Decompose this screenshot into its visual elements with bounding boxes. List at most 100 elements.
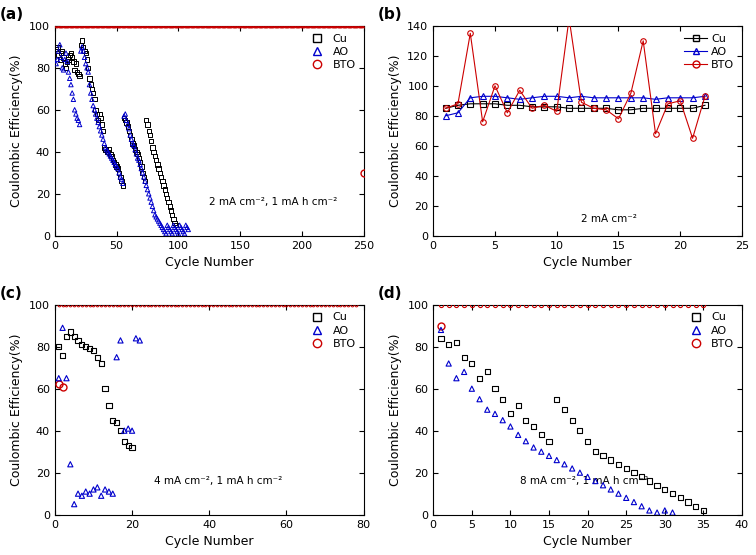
Point xyxy=(82,63,94,72)
Point xyxy=(651,481,663,490)
Point xyxy=(60,332,73,341)
Point xyxy=(51,42,64,51)
Point xyxy=(118,437,130,446)
Point xyxy=(466,359,478,368)
Point xyxy=(82,68,94,77)
Point xyxy=(102,147,114,156)
Point xyxy=(156,223,169,232)
Point xyxy=(94,114,107,123)
Point xyxy=(79,47,91,56)
Point xyxy=(110,160,122,169)
Point xyxy=(612,460,624,469)
Point xyxy=(71,114,83,123)
Point xyxy=(101,145,113,154)
Point xyxy=(149,210,161,219)
Point xyxy=(658,485,671,494)
Point xyxy=(165,206,177,215)
Point xyxy=(144,130,156,139)
Point xyxy=(63,68,75,77)
Point xyxy=(73,72,85,80)
Point xyxy=(159,227,171,236)
Point xyxy=(110,418,122,427)
Point xyxy=(120,118,132,127)
Point xyxy=(566,416,578,425)
Point xyxy=(140,116,152,125)
Point xyxy=(597,451,609,460)
Point xyxy=(182,225,194,234)
Point xyxy=(103,149,115,158)
Point xyxy=(52,47,64,56)
Point xyxy=(145,137,157,146)
Point xyxy=(69,65,81,74)
Point xyxy=(144,194,156,203)
Point xyxy=(120,116,132,125)
Point xyxy=(128,141,140,150)
Point xyxy=(68,500,80,508)
Point xyxy=(651,508,663,517)
Point xyxy=(91,353,104,362)
Y-axis label: Coulombic Efficiency(%): Coulombic Efficiency(%) xyxy=(11,334,23,486)
Point xyxy=(108,158,120,166)
Point xyxy=(139,176,151,185)
Point xyxy=(167,215,179,224)
Point xyxy=(106,154,118,163)
Point xyxy=(56,47,68,56)
Point xyxy=(520,437,532,446)
Point xyxy=(520,416,532,425)
Point xyxy=(129,145,141,154)
Legend: Cu, AO, BTO: Cu, AO, BTO xyxy=(304,32,358,73)
Y-axis label: Coulombic Efficiency(%): Coulombic Efficiency(%) xyxy=(389,54,401,207)
Point xyxy=(87,89,99,98)
Point xyxy=(103,145,115,154)
Point xyxy=(110,162,122,171)
Point xyxy=(145,198,157,206)
Point xyxy=(70,59,82,68)
Point xyxy=(143,189,155,198)
Point xyxy=(166,229,178,238)
Point xyxy=(60,63,72,72)
Point xyxy=(589,447,601,456)
Point xyxy=(61,57,73,66)
Point xyxy=(489,384,501,393)
Point xyxy=(141,185,153,194)
Text: 2 mA cm⁻²: 2 mA cm⁻² xyxy=(581,214,637,224)
Point xyxy=(107,416,119,425)
Point xyxy=(86,95,98,104)
Point xyxy=(52,51,64,59)
Point xyxy=(107,156,119,165)
Point xyxy=(75,47,87,56)
Point xyxy=(697,506,709,515)
Point xyxy=(674,493,686,502)
Point xyxy=(75,41,87,49)
Point xyxy=(124,130,136,139)
Point xyxy=(113,168,125,177)
Point xyxy=(127,139,139,148)
Point xyxy=(60,374,73,382)
Point xyxy=(172,229,184,238)
Point xyxy=(97,127,109,135)
Point xyxy=(94,127,107,135)
Point xyxy=(73,70,85,79)
Point xyxy=(605,485,617,494)
Point xyxy=(70,109,82,118)
Point xyxy=(155,173,167,181)
Point xyxy=(71,68,83,77)
Point xyxy=(76,491,88,500)
Point xyxy=(99,384,111,393)
Point xyxy=(63,55,75,64)
Point xyxy=(535,431,547,440)
Point xyxy=(559,460,571,469)
Point xyxy=(107,156,119,165)
Text: (d): (d) xyxy=(378,285,402,300)
Point xyxy=(130,149,142,158)
Text: 4 mA cm⁻², 1 mA h cm⁻²: 4 mA cm⁻², 1 mA h cm⁻² xyxy=(153,476,282,486)
Point xyxy=(88,95,101,104)
Point xyxy=(112,164,124,173)
Point xyxy=(57,65,70,74)
Point xyxy=(512,431,524,440)
Point xyxy=(143,127,155,135)
Point xyxy=(116,175,128,184)
Point xyxy=(102,147,114,156)
Point xyxy=(574,468,586,477)
Point xyxy=(64,51,76,59)
